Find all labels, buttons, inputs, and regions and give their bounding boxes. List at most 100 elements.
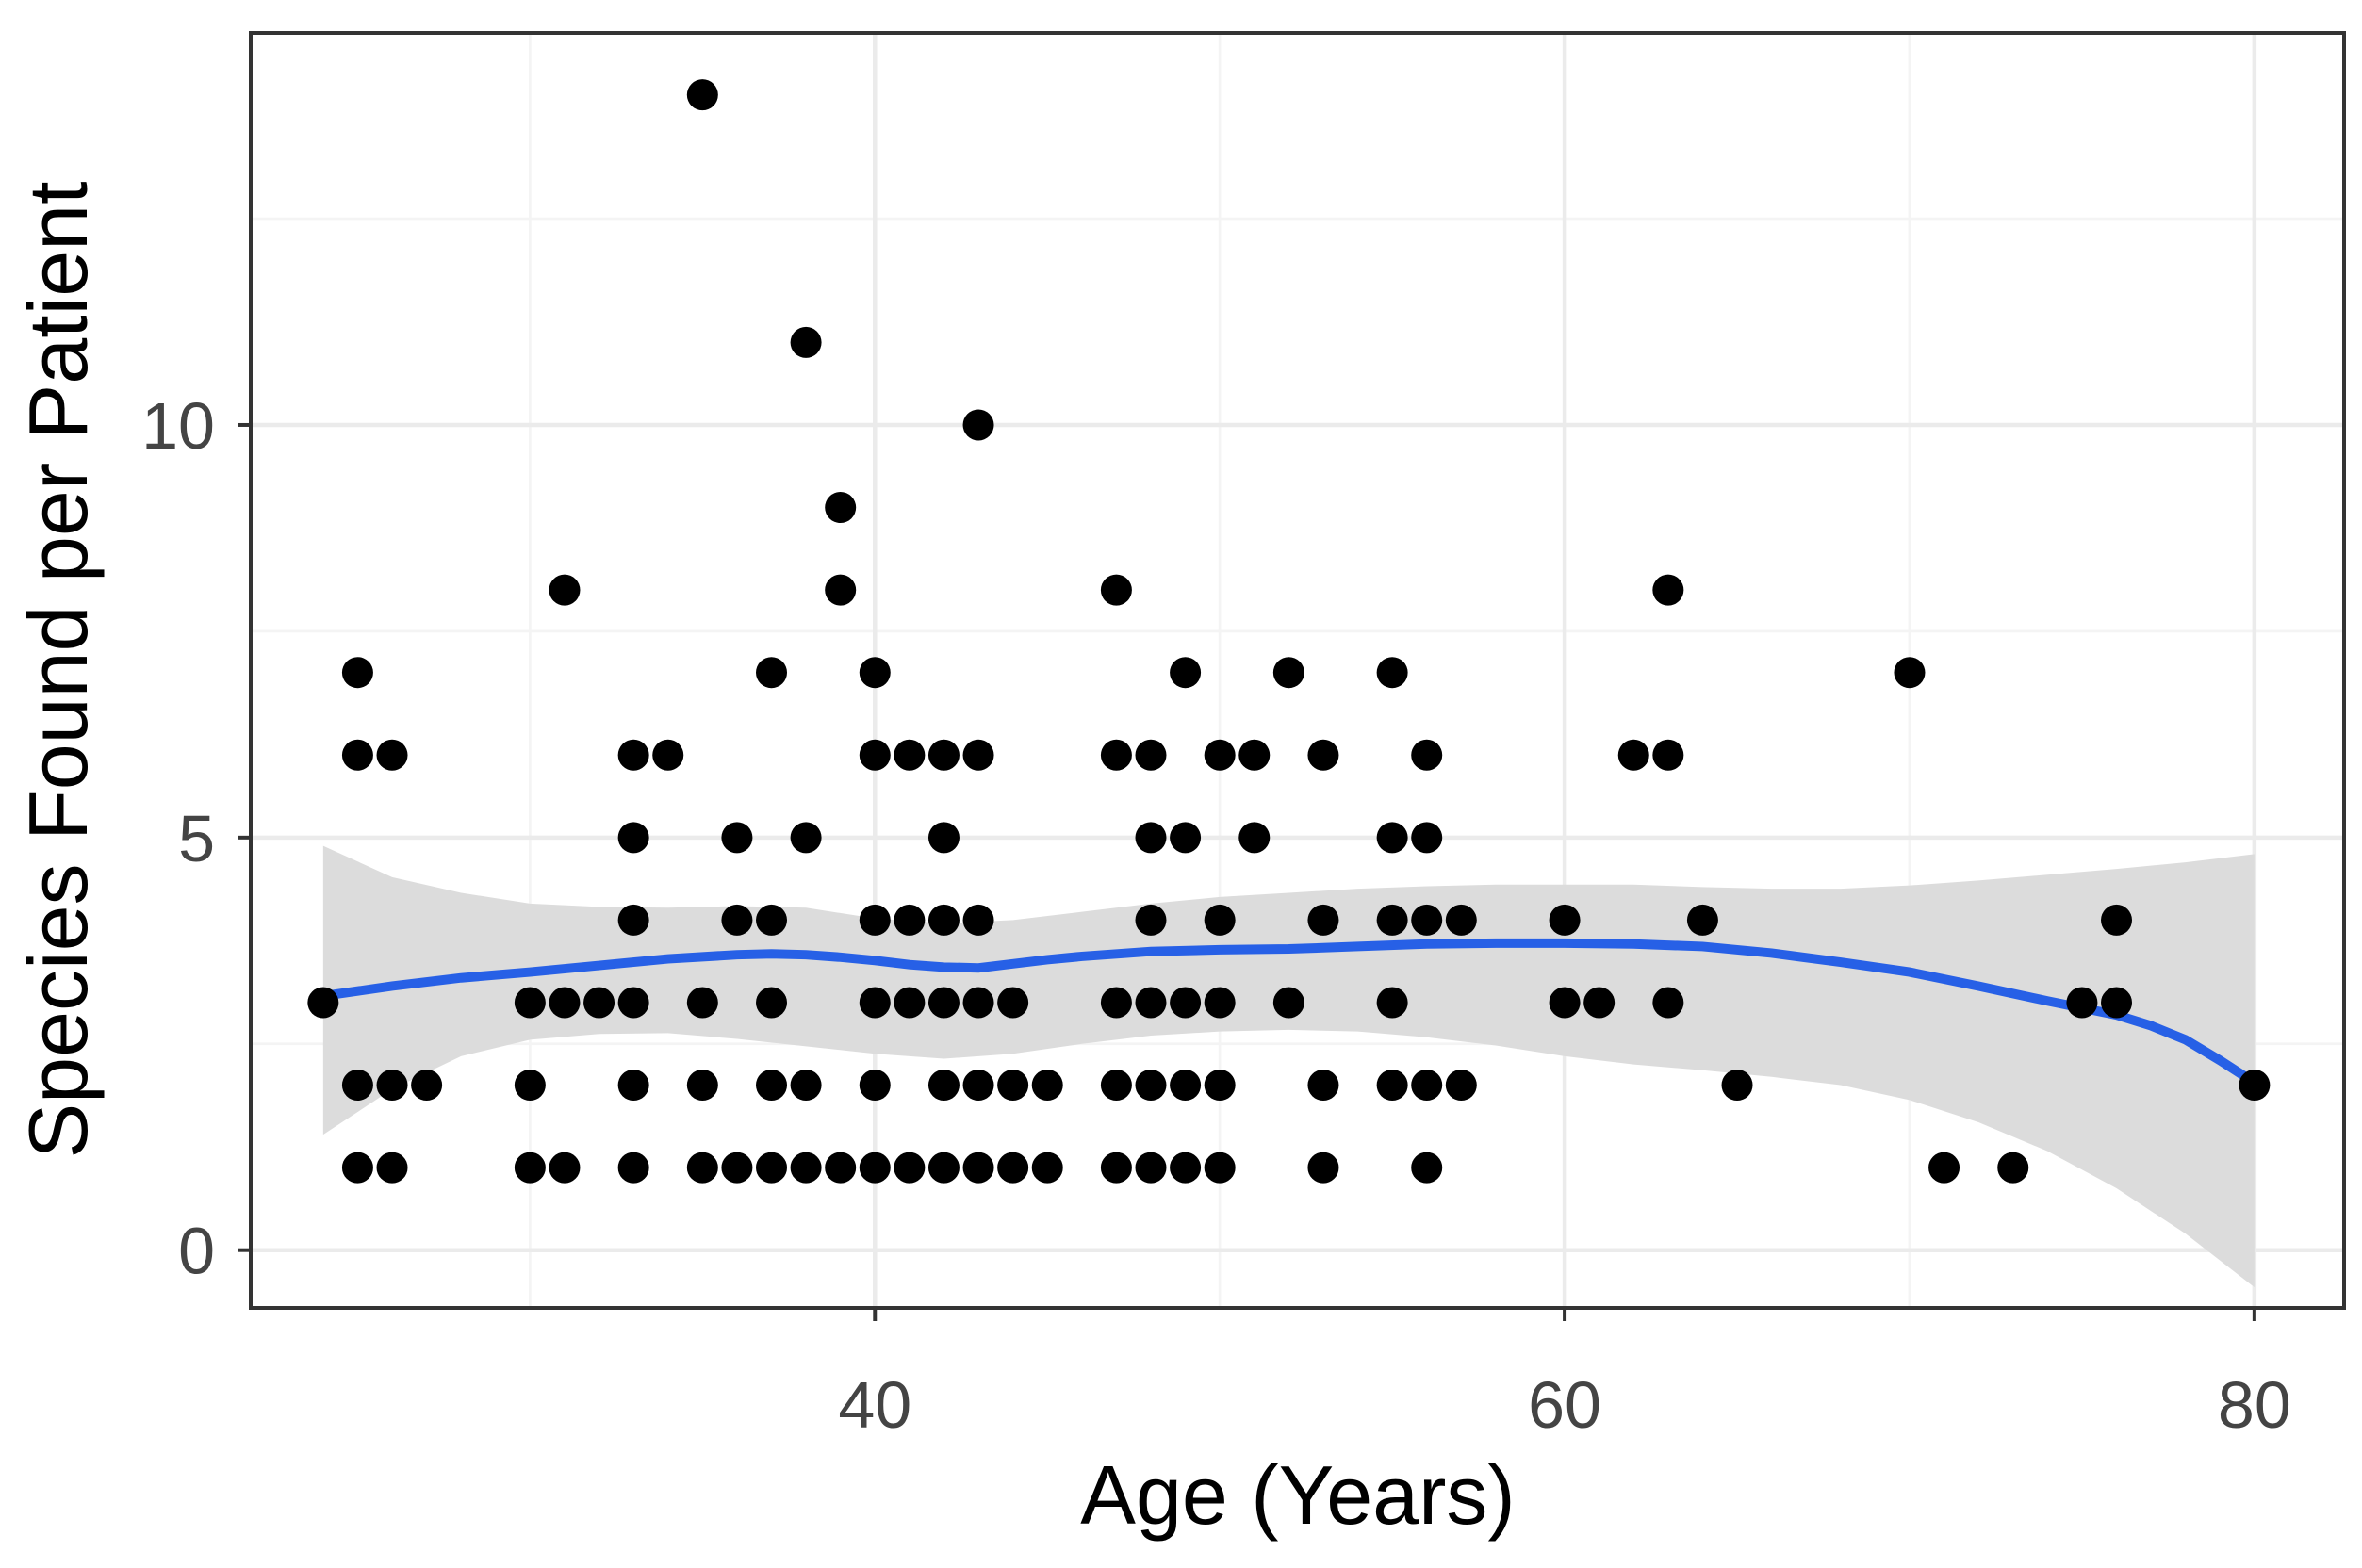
data-point bbox=[1549, 904, 1581, 936]
data-point bbox=[1376, 657, 1408, 689]
data-point bbox=[825, 492, 857, 524]
data-point bbox=[1135, 904, 1167, 936]
data-point bbox=[1135, 739, 1167, 771]
data-point bbox=[1031, 1152, 1063, 1184]
data-point bbox=[1170, 1152, 1202, 1184]
data-point bbox=[1307, 1070, 1339, 1102]
data-point bbox=[341, 739, 373, 771]
data-point bbox=[1204, 739, 1236, 771]
data-point bbox=[721, 1152, 753, 1184]
data-point bbox=[1135, 822, 1167, 854]
data-point bbox=[756, 987, 788, 1019]
data-point bbox=[411, 1070, 443, 1102]
confidence-ribbon bbox=[322, 845, 2255, 1288]
data-point bbox=[1170, 987, 1202, 1019]
data-point bbox=[341, 657, 373, 689]
data-point bbox=[341, 1070, 373, 1102]
data-point bbox=[859, 904, 891, 936]
data-point bbox=[1238, 822, 1271, 854]
data-point bbox=[514, 1152, 546, 1184]
data-point bbox=[1272, 987, 1304, 1019]
data-point bbox=[1411, 739, 1443, 771]
y-tick-label: 0 bbox=[178, 1215, 215, 1288]
data-point bbox=[1135, 987, 1167, 1019]
data-point bbox=[790, 1070, 822, 1102]
data-point bbox=[790, 822, 822, 854]
data-point bbox=[1617, 739, 1649, 771]
data-point bbox=[514, 987, 546, 1019]
data-point bbox=[686, 1070, 718, 1102]
data-point bbox=[756, 1152, 788, 1184]
data-point bbox=[927, 739, 960, 771]
data-point bbox=[1100, 574, 1132, 606]
data-point bbox=[756, 657, 788, 689]
data-point bbox=[859, 987, 891, 1019]
data-point bbox=[686, 1152, 718, 1184]
data-point bbox=[721, 822, 753, 854]
data-point bbox=[790, 326, 822, 358]
data-point bbox=[1170, 1070, 1202, 1102]
y-tick-label: 5 bbox=[178, 802, 215, 875]
data-point bbox=[1997, 1152, 2029, 1184]
data-point bbox=[927, 1152, 960, 1184]
data-point bbox=[1135, 1152, 1167, 1184]
data-point bbox=[1894, 657, 1926, 689]
panel-border bbox=[249, 31, 2346, 1310]
data-point bbox=[1411, 822, 1443, 854]
data-point bbox=[376, 739, 408, 771]
data-point bbox=[859, 657, 891, 689]
data-point bbox=[859, 1152, 891, 1184]
data-point bbox=[1686, 904, 1718, 936]
data-point bbox=[1100, 1152, 1132, 1184]
data-points bbox=[307, 79, 2271, 1184]
data-point bbox=[617, 1070, 649, 1102]
data-point bbox=[1307, 1152, 1339, 1184]
data-point bbox=[617, 1152, 649, 1184]
data-point bbox=[1583, 987, 1616, 1019]
data-point bbox=[962, 1152, 994, 1184]
data-point bbox=[756, 1070, 788, 1102]
x-axis-ticks: 40 60 80 bbox=[838, 1308, 2291, 1442]
x-tick-label: 80 bbox=[2218, 1368, 2291, 1442]
data-point bbox=[549, 1152, 581, 1184]
data-point bbox=[1204, 1152, 1236, 1184]
data-point bbox=[1170, 822, 1202, 854]
data-point bbox=[1170, 657, 1202, 689]
data-point bbox=[686, 987, 718, 1019]
data-point bbox=[617, 904, 649, 936]
data-point bbox=[859, 739, 891, 771]
data-point bbox=[376, 1152, 408, 1184]
data-point bbox=[1100, 739, 1132, 771]
data-point bbox=[962, 904, 994, 936]
data-point bbox=[1204, 904, 1236, 936]
data-point bbox=[1721, 1070, 1753, 1102]
data-point bbox=[1376, 987, 1408, 1019]
data-point bbox=[2239, 1070, 2271, 1102]
data-point bbox=[894, 904, 926, 936]
y-axis-ticks: 0 5 10 bbox=[141, 389, 251, 1288]
data-point bbox=[825, 1152, 857, 1184]
data-point bbox=[962, 739, 994, 771]
data-point bbox=[1376, 1070, 1408, 1102]
data-point bbox=[927, 822, 960, 854]
x-axis-title: Age (Years) bbox=[1080, 1448, 1515, 1542]
data-point bbox=[997, 1070, 1029, 1102]
data-point bbox=[790, 1152, 822, 1184]
data-point bbox=[756, 904, 788, 936]
data-point bbox=[2066, 987, 2098, 1019]
data-point bbox=[825, 574, 857, 606]
data-point bbox=[341, 1152, 373, 1184]
data-point bbox=[927, 1070, 960, 1102]
data-point bbox=[997, 1152, 1029, 1184]
data-point bbox=[1307, 739, 1339, 771]
data-point bbox=[927, 904, 960, 936]
data-point bbox=[721, 904, 753, 936]
data-point bbox=[617, 739, 649, 771]
data-point bbox=[549, 987, 581, 1019]
data-point bbox=[583, 987, 615, 1019]
data-point bbox=[997, 987, 1029, 1019]
data-point bbox=[307, 987, 339, 1019]
data-point bbox=[962, 1070, 994, 1102]
data-point bbox=[1445, 1070, 1477, 1102]
